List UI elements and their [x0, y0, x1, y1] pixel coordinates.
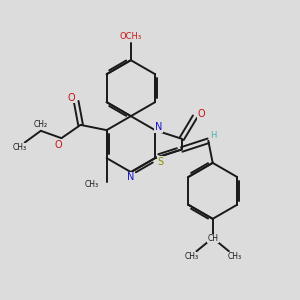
- Text: N: N: [127, 172, 134, 182]
- Text: N: N: [155, 122, 162, 132]
- Text: O: O: [197, 109, 205, 119]
- Text: OCH₃: OCH₃: [120, 32, 142, 40]
- Text: O: O: [55, 140, 62, 150]
- Text: O: O: [67, 93, 75, 103]
- Text: CH₃: CH₃: [227, 252, 241, 261]
- Text: S: S: [157, 157, 164, 166]
- Text: CH₃: CH₃: [12, 143, 26, 152]
- Text: CH₃: CH₃: [84, 180, 98, 189]
- Text: H: H: [210, 131, 217, 140]
- Text: CH₃: CH₃: [184, 252, 198, 261]
- Text: CH: CH: [207, 234, 218, 243]
- Text: CH₂: CH₂: [34, 120, 48, 129]
